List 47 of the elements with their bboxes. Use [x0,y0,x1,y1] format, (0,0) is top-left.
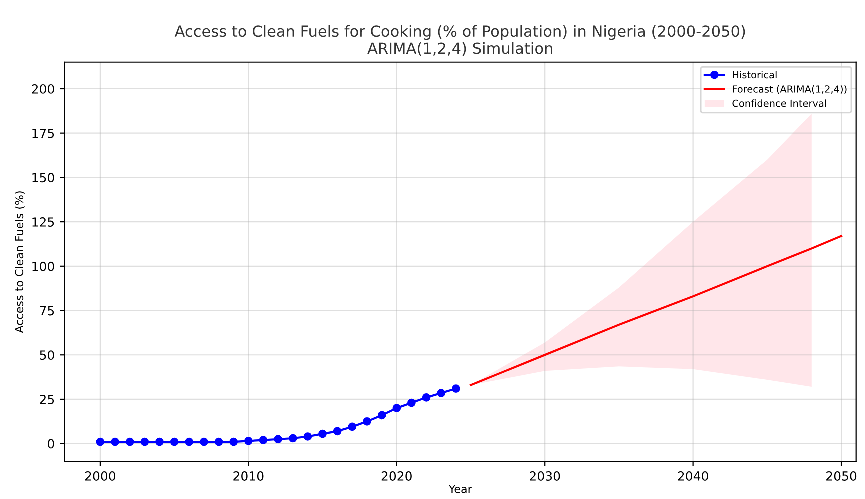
point [318,430,327,438]
point [111,438,120,446]
x-tick-label: 2020 [382,472,412,481]
y-tick-label: 175 [32,128,54,138]
point [140,438,150,446]
y-tick-label: 25 [40,394,54,404]
y-tick-label: 125 [32,218,54,227]
y-tick-label: 100 [32,262,54,272]
point [378,411,386,420]
point [214,438,224,446]
point [333,427,342,436]
point [126,438,134,446]
point [96,438,105,446]
point [422,394,431,402]
legend-label: Forecast (ARIMA(1,2,4)) [733,85,847,94]
point [408,398,416,408]
point [244,437,253,446]
point [156,438,164,446]
y-tick-label: 0 [48,439,54,449]
y-tick-label: 200 [32,84,54,94]
annotation: Confidence Interval [732,100,826,108]
point [230,438,238,446]
y-tick-label: 75 [40,306,54,316]
point [452,384,460,393]
legend-label: Historical [733,71,777,79]
chart-title: Access to Clean Fuels for Cooking (% of Population) in Nigeria (2000-2050) ARIMA(1,2,4) Simulation [174,25,746,56]
point [363,417,372,426]
y-axis-title: Access to Clean Fuels (%) [14,192,25,334]
x-tick-label: 2000 [85,472,116,481]
x-tick-label: 2030 [530,472,560,481]
point [304,432,312,441]
x-tick-label: 2040 [678,472,708,481]
point [259,436,268,444]
y-tick-label: 150 [32,173,54,183]
point [170,438,179,446]
point [185,438,194,446]
point [437,389,446,398]
y-tick-label: 50 [40,350,54,360]
x-tick-label: 2010 [234,472,264,481]
x-axis-title: Year [448,485,472,494]
point [200,438,208,446]
point [274,435,282,444]
x-tick-label: 2050 [826,472,857,481]
point [288,434,298,443]
point [392,404,402,413]
point [348,422,357,432]
line-series [470,235,843,386]
